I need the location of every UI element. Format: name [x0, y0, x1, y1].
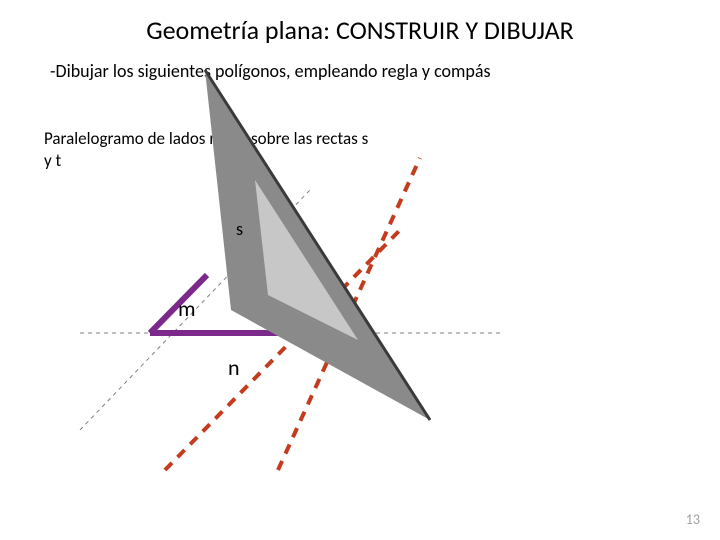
label-s: s: [236, 218, 243, 240]
label-m: m: [178, 295, 196, 322]
label-n: n: [228, 354, 240, 381]
page-number: 13: [686, 511, 700, 528]
geometry-diagram: [0, 0, 720, 540]
